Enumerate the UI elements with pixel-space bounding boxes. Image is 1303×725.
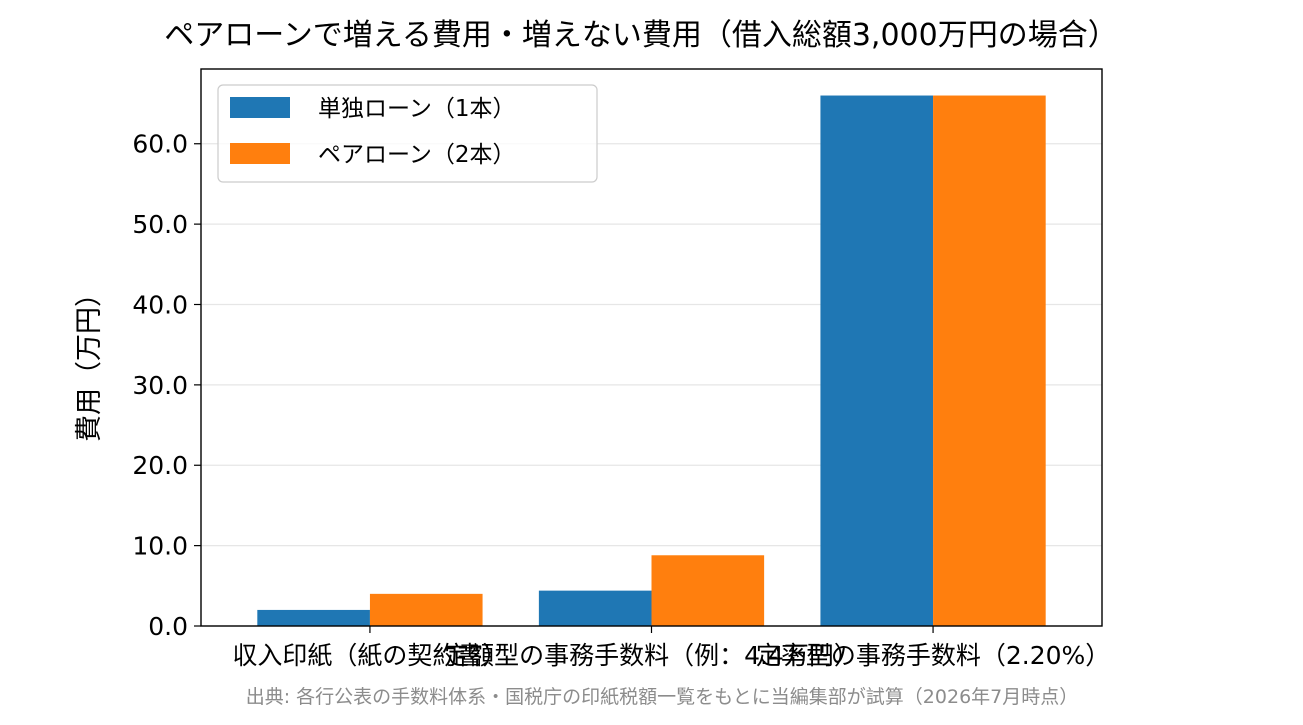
legend-swatch-single-loan xyxy=(230,97,290,118)
bar-single-1 xyxy=(538,590,652,626)
y-tick-label: 40.0 xyxy=(132,290,188,319)
y-tick-label: 20.0 xyxy=(132,451,188,480)
y-axis: 0.0 10.0 20.0 30.0 40.0 50.0 60.0 xyxy=(132,130,201,641)
bar-single-2 xyxy=(820,95,934,627)
x-tick-label: 定額型の事務手数料（例：4.4万円） xyxy=(444,641,859,670)
bar-single-0 xyxy=(257,609,370,626)
bar-pair-1 xyxy=(651,555,765,626)
chart-title: ペアローンで増える費用・増えない費用（借入総額3,000万円の場合） xyxy=(164,18,1117,53)
y-tick-label: 0.0 xyxy=(148,612,188,641)
legend-box xyxy=(217,84,598,183)
source-note: 出典: 各行公表の手数料体系・国税庁の印紙税額一覧をもとに当編集部が試算（202… xyxy=(246,686,1079,708)
y-axis-label: 費用（万円） xyxy=(74,280,105,442)
legend-label-single-loan: 単独ローン（1本） xyxy=(318,96,515,122)
x-tick-label: 定率型の事務手数料（2.20%） xyxy=(756,641,1110,670)
y-tick-label: 50.0 xyxy=(132,210,188,239)
x-tick-label: 収入印紙（紙の契約書） xyxy=(232,641,507,670)
y-tick-label: 60.0 xyxy=(132,130,188,159)
legend: 単独ローン（1本） ペアローン（2本） xyxy=(217,84,598,183)
y-tick-label: 10.0 xyxy=(132,532,188,561)
bars xyxy=(257,95,1046,627)
bar-pair-2 xyxy=(933,95,1046,627)
y-tick-label: 30.0 xyxy=(132,371,188,400)
legend-swatch-pair-loan xyxy=(230,143,290,164)
x-axis: 収入印紙（紙の契約書）定額型の事務手数料（例：4.4万円）定率型の事務手数料（2… xyxy=(232,626,1110,670)
legend-label-pair-loan: ペアローン（2本） xyxy=(318,142,515,168)
bar-pair-0 xyxy=(369,593,483,626)
